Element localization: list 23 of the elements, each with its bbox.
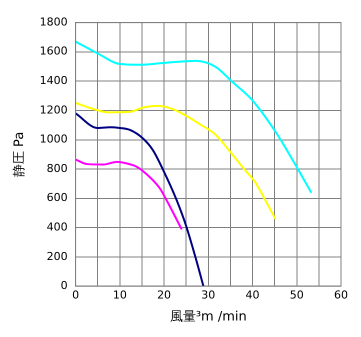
y-tick-label: 1600 <box>40 44 68 58</box>
x-tick-label: 20 <box>157 288 172 302</box>
y-tick-label: 1000 <box>40 132 68 146</box>
y-tick-label: 1800 <box>40 15 68 28</box>
y-tick-label: 200 <box>46 250 68 263</box>
y-axis-title: 静圧 Pa <box>12 132 28 178</box>
x-tick-label: 10 <box>112 288 127 302</box>
x-tick-label: 30 <box>201 288 216 302</box>
line-series <box>76 112 204 286</box>
x-tick-label: 60 <box>334 288 348 302</box>
y-tick-label: 600 <box>46 191 68 204</box>
x-axis-title: 風量³m /min <box>170 310 247 325</box>
x-tick-label: 40 <box>246 288 260 302</box>
line-series <box>76 40 312 194</box>
y-tick-label: 400 <box>46 220 68 234</box>
y-tick-label: 1200 <box>40 103 68 116</box>
y-tick-label: 800 <box>46 162 68 175</box>
line-series <box>76 102 276 220</box>
line-series <box>76 158 182 230</box>
y-tick-label: 1400 <box>40 74 68 88</box>
y-tick-label: 0 <box>60 279 68 292</box>
x-tick-label: 0 <box>72 288 80 302</box>
x-tick-label: 50 <box>290 288 304 302</box>
